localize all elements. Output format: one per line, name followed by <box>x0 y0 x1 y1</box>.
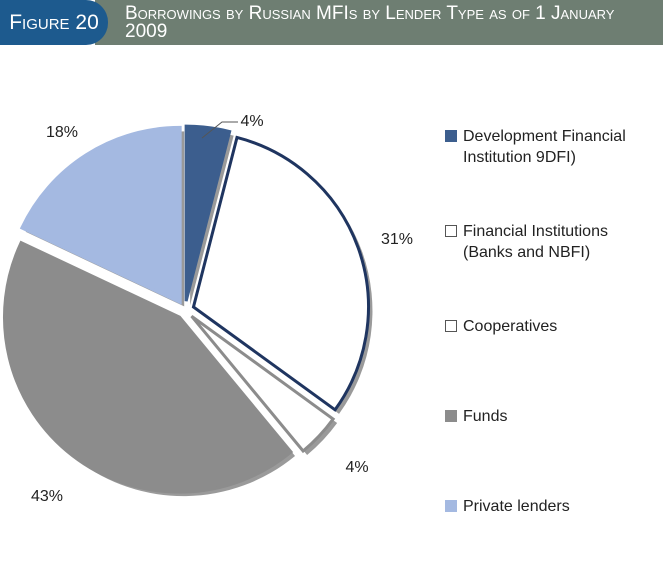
legend-swatch <box>445 500 457 512</box>
pie-slice <box>2 240 294 494</box>
legend-item: Development Financial Institution 9DFI) <box>445 126 660 168</box>
pie-slice <box>190 314 336 454</box>
legend-item: Funds <box>445 406 660 427</box>
legend-swatch <box>445 225 457 237</box>
legend-label: Cooperatives <box>463 318 558 335</box>
legend-label: Funds <box>463 408 508 425</box>
legend-label: Financial Institutions (Banks and NBFI) <box>463 223 608 261</box>
legend-item: Cooperatives <box>445 316 660 337</box>
legend-swatch <box>445 410 457 422</box>
data-label: 31% <box>381 231 413 248</box>
figure-label: Figure 20 <box>0 0 108 45</box>
legend-label: Development Financial Institution 9DFI) <box>463 128 626 166</box>
legend-item: Financial Institutions (Banks and NBFI) <box>445 221 660 263</box>
data-label: 4% <box>345 459 368 476</box>
data-label: 4% <box>240 113 263 130</box>
pie-slice <box>19 125 182 305</box>
legend-label: Private lenders <box>463 498 570 515</box>
leader-line <box>201 121 238 139</box>
legend-swatch <box>445 320 457 332</box>
pie-slice <box>184 124 232 302</box>
legend-item: Private lenders <box>445 496 660 517</box>
pie-slice <box>191 135 370 412</box>
data-label: 43% <box>31 488 63 505</box>
data-label: 18% <box>46 124 78 141</box>
legend-swatch <box>445 130 457 142</box>
chart-title: Borrowings by Russian MFIs by Lender Typ… <box>95 0 663 45</box>
